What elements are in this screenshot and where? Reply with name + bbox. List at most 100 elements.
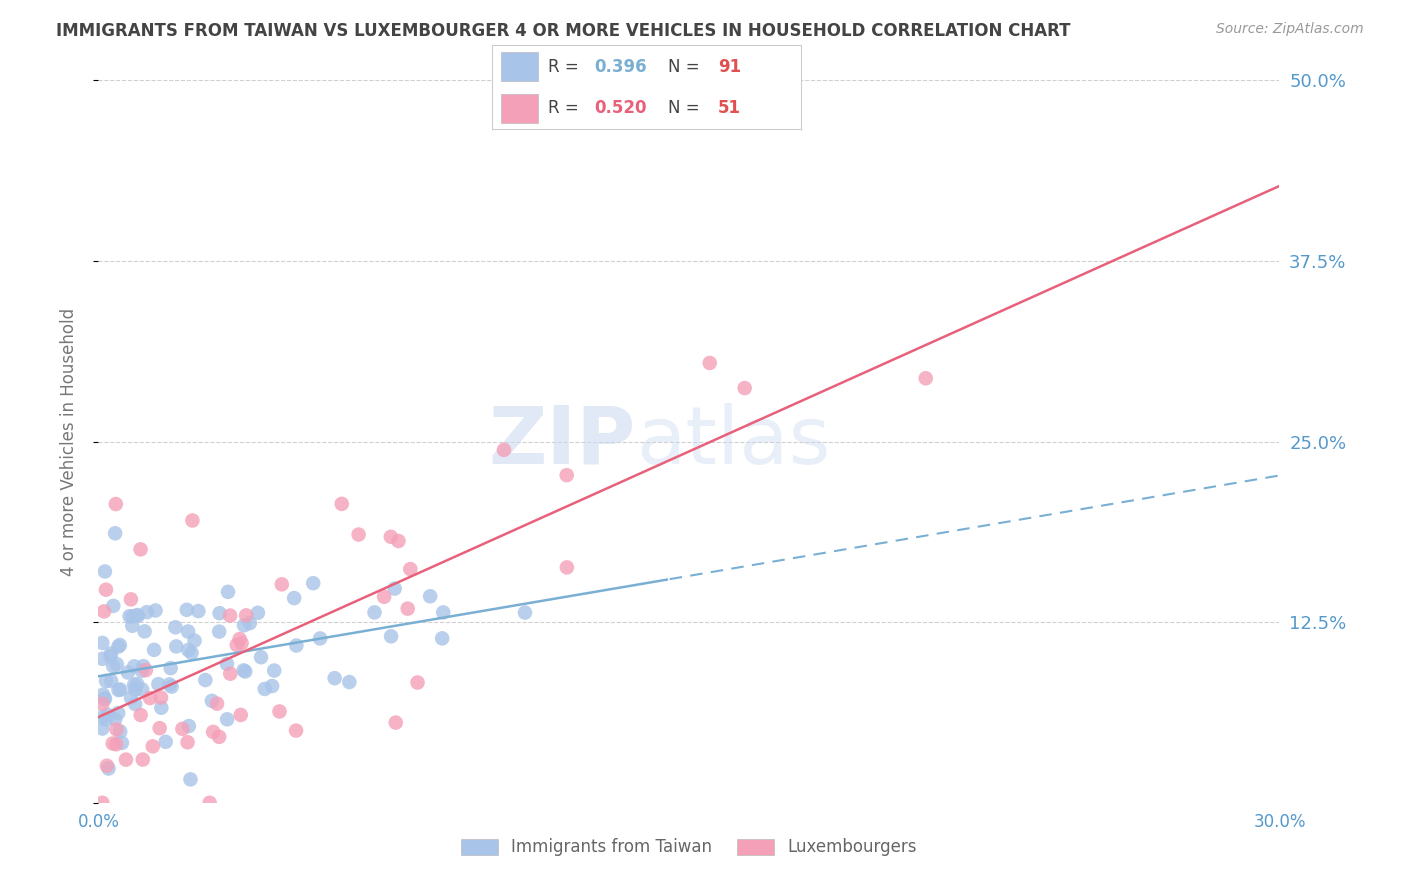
Y-axis label: 4 or more Vehicles in Household: 4 or more Vehicles in Household (59, 308, 77, 575)
Point (419, 589, 441, 603)
Point (127, 608, 149, 623)
Point (104, 712, 127, 726)
Point (430, 632, 453, 646)
Point (100, 674, 122, 689)
Point (122, 678, 145, 692)
Point (100, 647, 122, 661)
Point (208, 730, 231, 744)
Point (132, 659, 155, 673)
Point (699, 356, 721, 370)
Point (406, 675, 429, 690)
Point (253, 681, 276, 696)
Point (250, 650, 273, 665)
Text: 0.396: 0.396 (595, 58, 647, 76)
Point (396, 601, 419, 615)
Point (150, 700, 173, 714)
Text: atlas: atlas (636, 402, 830, 481)
Point (555, 468, 578, 483)
Legend: Immigrants from Taiwan, Luxembourgers: Immigrants from Taiwan, Luxembourgers (454, 831, 924, 863)
Point (159, 677, 181, 691)
Point (107, 640, 129, 654)
Point (914, 371, 936, 385)
Point (93, 692, 115, 706)
Point (142, 739, 165, 754)
Point (176, 603, 198, 617)
Point (91, 709, 114, 723)
Point (380, 530, 402, 544)
Text: Source: ZipAtlas.com: Source: ZipAtlas.com (1216, 22, 1364, 37)
Point (96, 707, 118, 722)
Point (555, 560, 578, 574)
Point (121, 619, 143, 633)
Point (492, 442, 515, 457)
Point (143, 643, 166, 657)
FancyBboxPatch shape (502, 94, 538, 122)
Point (94, 713, 117, 727)
Point (115, 753, 138, 767)
Point (201, 694, 224, 708)
Point (323, 671, 346, 685)
Point (384, 715, 406, 730)
Point (165, 640, 187, 654)
Text: N =: N = (668, 58, 706, 76)
Point (105, 657, 128, 672)
Point (97, 762, 120, 776)
Point (118, 609, 141, 624)
Point (219, 608, 242, 623)
Point (180, 646, 202, 660)
Point (172, 722, 194, 736)
Point (132, 753, 155, 767)
Point (117, 665, 139, 680)
Point (269, 705, 291, 719)
Point (225, 638, 247, 652)
Point (91, 796, 114, 810)
Text: ZIP: ZIP (488, 402, 636, 481)
Point (363, 606, 385, 620)
Point (131, 682, 153, 697)
Point (104, 526, 127, 541)
Point (159, 661, 181, 675)
Point (176, 735, 198, 749)
Point (219, 666, 242, 681)
Point (96, 758, 118, 772)
Point (380, 629, 402, 643)
Point (105, 737, 128, 751)
Point (177, 624, 200, 639)
Point (285, 723, 308, 738)
Point (110, 682, 132, 697)
Point (93, 604, 115, 618)
Point (208, 624, 231, 639)
Point (131, 664, 153, 678)
Point (149, 721, 172, 735)
Point (91, 688, 114, 702)
Point (110, 724, 132, 739)
Point (103, 659, 125, 673)
FancyBboxPatch shape (502, 53, 538, 81)
Point (177, 719, 200, 733)
Point (181, 514, 204, 528)
Point (262, 679, 284, 693)
Point (229, 707, 252, 722)
Point (160, 680, 183, 694)
Point (215, 657, 238, 671)
Point (270, 577, 292, 591)
Point (309, 632, 332, 646)
Point (122, 659, 145, 673)
Point (139, 691, 162, 706)
Point (283, 591, 305, 606)
Text: IMMIGRANTS FROM TAIWAN VS LUXEMBOURGER 4 OR MORE VEHICLES IN HOUSEHOLD CORRELATI: IMMIGRANTS FROM TAIWAN VS LUXEMBOURGER 4… (56, 22, 1071, 40)
Point (373, 590, 395, 604)
Point (105, 723, 128, 737)
Point (285, 639, 308, 653)
Point (120, 690, 142, 705)
Point (205, 697, 228, 711)
Point (150, 690, 173, 705)
Point (337, 675, 360, 690)
Point (302, 576, 325, 591)
Point (94, 565, 117, 579)
Point (145, 603, 167, 617)
Point (233, 618, 256, 632)
Point (134, 624, 156, 639)
Point (232, 664, 254, 678)
Point (239, 616, 262, 631)
